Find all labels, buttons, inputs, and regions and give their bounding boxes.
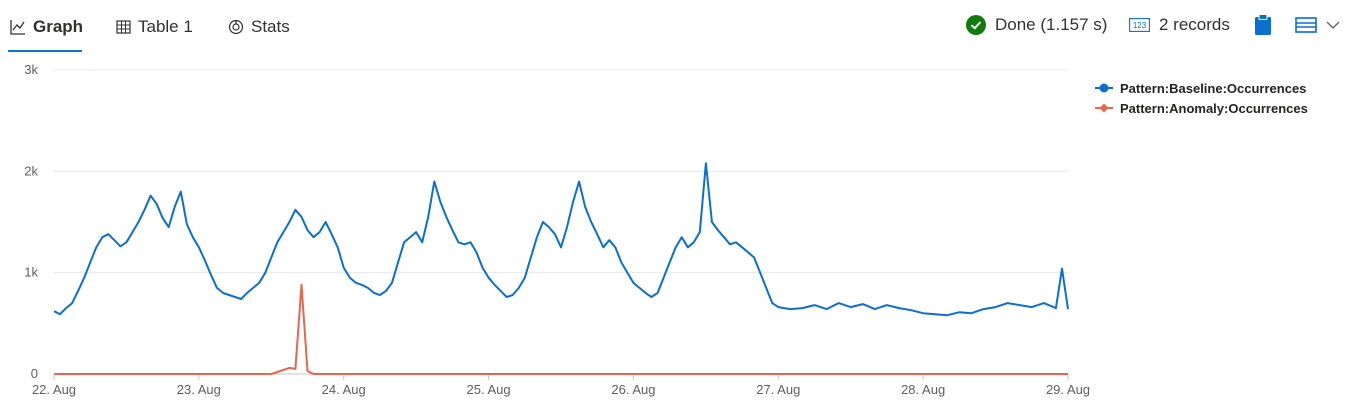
x-tick-label: 28. Aug: [901, 382, 945, 397]
tab-table-label: Table 1: [138, 17, 193, 36]
tab-graph[interactable]: Graph: [10, 14, 83, 40]
y-tick-label: 1k: [24, 265, 38, 280]
status-text: Done (1.157 s): [995, 15, 1108, 34]
stats-icon: [228, 19, 244, 35]
x-tick-label: 23. Aug: [177, 382, 221, 397]
x-tick-label: 22. Aug: [32, 382, 76, 397]
series-line-anomaly[interactable]: [54, 283, 1068, 375]
legend-marker-baseline: [1095, 83, 1113, 93]
query-status: Done (1.157 s): [966, 12, 1107, 38]
tab-graph-label: Graph: [33, 17, 84, 36]
tab-table[interactable]: Table 1: [116, 14, 193, 40]
tab-stats-label: Stats: [251, 17, 290, 36]
layout-menu-button[interactable]: [1295, 12, 1341, 38]
y-tick-label: 0: [31, 366, 38, 381]
tab-stats[interactable]: Stats: [228, 14, 290, 40]
legend-label-baseline: Pattern:Baseline:Occurrences: [1120, 80, 1307, 96]
records-text: 2 records: [1159, 15, 1230, 34]
svg-text:123: 123: [1133, 21, 1147, 30]
legend-label-anomaly: Pattern:Anomaly:Occurrences: [1120, 100, 1308, 116]
series-line-baseline[interactable]: [53, 162, 1069, 317]
legend-item-baseline[interactable]: Pattern:Baseline:Occurrences: [1094, 78, 1308, 98]
copy-button[interactable]: [1254, 12, 1272, 38]
line-chart-icon: [10, 20, 25, 35]
layout-icon: [1295, 17, 1317, 33]
x-tick-label: 29. Aug: [1046, 382, 1090, 397]
legend-marker-anomaly: [1095, 103, 1113, 113]
x-tick-label: 27. Aug: [756, 382, 800, 397]
chart-legend: Pattern:Baseline:Occurrences Pattern:Ano…: [1094, 78, 1308, 118]
y-tick-label: 2k: [24, 163, 38, 178]
x-tick-label: 24. Aug: [322, 382, 366, 397]
check-circle-icon: [966, 15, 986, 35]
x-tick-label: 26. Aug: [611, 382, 655, 397]
records-count: 123 2 records: [1129, 12, 1230, 38]
results-toolbar: Graph Table 1 Stats Done (1.157 s) 123: [0, 0, 1351, 54]
active-tab-indicator: [8, 50, 82, 52]
line-chart: 0 1k 2k 3k 22. Aug 23. Aug 24. Aug 25. Aug 26. …: [24, 62, 1090, 397]
clipboard-icon: [1255, 14, 1271, 35]
y-tick-label: 3k: [24, 62, 38, 77]
x-tick-label: 25. Aug: [467, 382, 511, 397]
table-icon: [116, 20, 131, 34]
chevron-down-icon: [1326, 21, 1340, 29]
legend-item-anomaly[interactable]: Pattern:Anomaly:Occurrences: [1094, 98, 1308, 118]
numbers-icon: 123: [1129, 18, 1150, 32]
